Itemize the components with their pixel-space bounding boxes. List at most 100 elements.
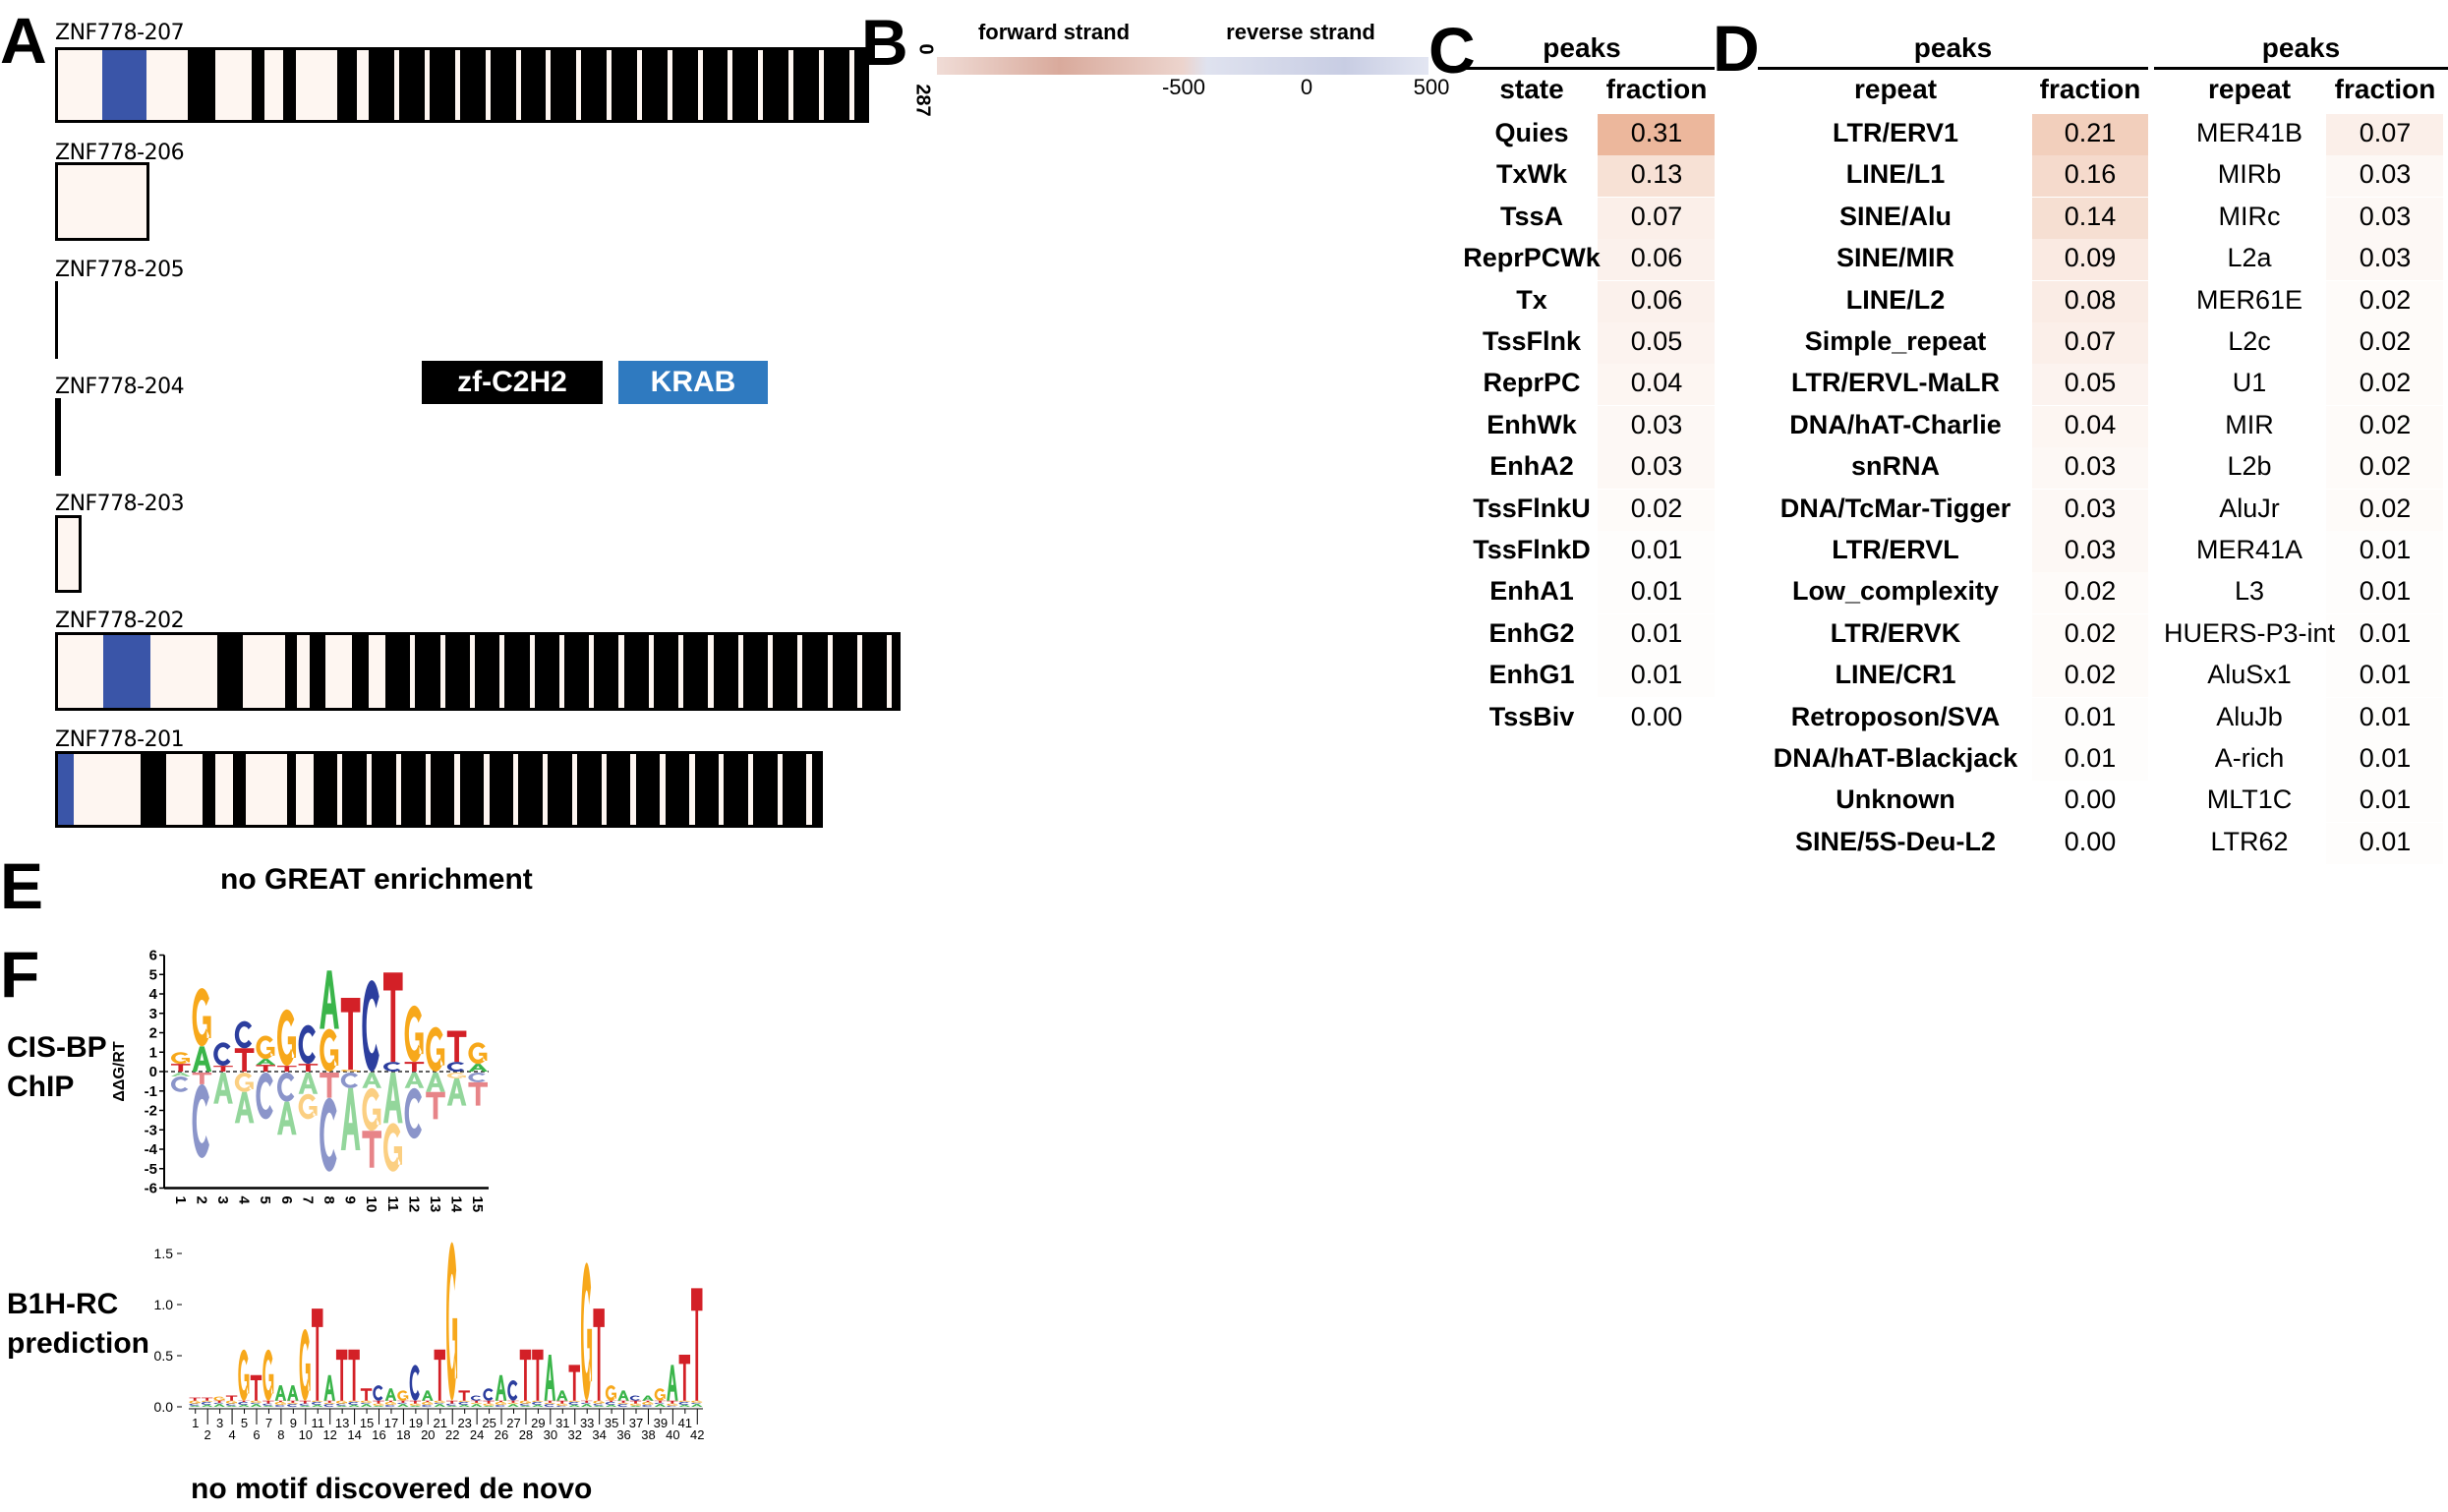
motif-letter-A <box>568 1404 580 1407</box>
header-rule <box>1758 67 2148 70</box>
motif-letter-A <box>384 1388 397 1401</box>
fraction-heat-cell <box>2032 447 2148 490</box>
motif-letter-G <box>362 1087 381 1132</box>
panel-label-e: E <box>0 849 44 922</box>
motif-letter-G <box>287 1402 299 1405</box>
x-tick-label: 10 <box>299 1427 313 1442</box>
motif-letter-A <box>470 1404 483 1407</box>
zf-c2h2-domain <box>342 754 367 825</box>
row-fraction: 0.02 <box>2359 326 2412 356</box>
motif-letter-T <box>470 1400 483 1403</box>
zf-c2h2-domain <box>671 50 698 120</box>
fraction-heat-cell <box>2032 613 2148 656</box>
row-label: HUERS-P3-int <box>2163 617 2336 648</box>
motif-letter-T <box>483 1400 495 1404</box>
motif-letter-A <box>642 1395 654 1401</box>
zf-c2h2-domain <box>504 635 530 708</box>
motif-letter-G <box>691 1400 703 1403</box>
row-label: DNA/hAT-Charlie <box>1789 409 2002 439</box>
motif-letter-T <box>312 1308 323 1401</box>
x-tick-label: 14 <box>347 1427 361 1442</box>
motif-letter-A <box>213 1073 233 1104</box>
y-tick-label: 2 <box>149 1025 157 1042</box>
motif-letter-T <box>213 1066 233 1072</box>
zf-c2h2-domain <box>853 50 866 120</box>
zf-c2h2-domain <box>892 635 898 708</box>
motif-letter-G <box>360 1400 372 1403</box>
fraction-heat-cell <box>2326 405 2443 447</box>
motif-letter-C <box>568 1402 579 1405</box>
row-fraction: 0.02 <box>1630 493 1683 523</box>
motif-letter-G <box>348 1400 360 1403</box>
zf-c2h2-domain <box>520 50 547 120</box>
motif-letter-A <box>593 1405 605 1407</box>
row-fraction: 0.05 <box>2064 368 2117 398</box>
motif-letter-G <box>422 1402 434 1405</box>
zf-c2h2-domain <box>551 50 577 120</box>
zf-c2h2-domain <box>635 754 661 825</box>
x-tick-label: 8 <box>277 1427 284 1442</box>
motif-letter-A <box>434 1404 445 1407</box>
motif-letter-C <box>434 1402 444 1405</box>
row-fraction: 0.01 <box>2359 576 2412 607</box>
y-tick-label: -4 <box>145 1141 158 1158</box>
motif-letter-T <box>201 1397 213 1401</box>
motif-letter-A <box>287 1385 299 1401</box>
motif-letter-T <box>274 1400 287 1403</box>
motif-letter-G <box>654 1388 666 1401</box>
motif-letter-A <box>189 1405 201 1407</box>
row-label: SINE/MIR <box>1836 243 1955 273</box>
row-fraction: 0.03 <box>1630 409 1683 439</box>
motif-letter-G <box>483 1403 495 1406</box>
motif-letter-G <box>568 1400 580 1403</box>
motif-letter-A <box>495 1374 507 1401</box>
zf-c2h2-domain <box>823 50 849 120</box>
y-axis-label: ΔΔG/RT <box>111 1041 128 1101</box>
fraction-heat-cell <box>1598 239 1715 281</box>
table-group-header: peaks <box>1913 32 1993 63</box>
x-tick-label: 11 <box>312 1416 325 1430</box>
zf-c2h2-domain <box>430 50 455 120</box>
fraction-heat-cell <box>2326 489 2443 531</box>
zf-c2h2-domain <box>683 635 709 708</box>
column-header: fraction <box>2039 74 2141 104</box>
motif-letter-A <box>360 1404 373 1407</box>
row-label: TssFlnk <box>1482 326 1582 356</box>
row-label: AluJr <box>2219 493 2280 523</box>
motif-letter-T <box>556 1400 568 1404</box>
motif-letter-C <box>274 1404 285 1407</box>
motif-letter-G <box>397 1390 409 1401</box>
row-label: MIRb <box>2217 159 2282 190</box>
motif-letter-T <box>192 1073 212 1084</box>
motif-letter-T <box>225 1395 238 1401</box>
fraction-heat-cell <box>2032 114 2148 155</box>
y-tick-label: 0 <box>149 1064 157 1080</box>
row-label: SINE/Alu <box>1838 201 1953 231</box>
motif-letter-G <box>340 1070 360 1072</box>
zf-c2h2-domain <box>282 50 297 120</box>
column-header: repeat <box>2207 74 2292 104</box>
y-tick-label: 1 <box>149 1044 157 1061</box>
strand-heatmap <box>937 57 1428 75</box>
motif-letter-C <box>238 1402 249 1405</box>
zf-c2h2-domain <box>665 754 690 825</box>
row-label: LINE/L1 <box>1845 159 1946 190</box>
fraction-heat-cell <box>2032 239 2148 281</box>
row-fraction: 0.02 <box>2359 451 2412 482</box>
table-group-header: peaks <box>1543 32 1621 63</box>
fraction-heat-cell <box>1598 489 1715 531</box>
zf-c2h2-domain <box>763 50 789 120</box>
row-label: EnhG1 <box>1488 660 1575 690</box>
zf-c2h2-domain <box>310 635 325 708</box>
zf-c2h2-domain <box>336 50 358 120</box>
motif-letter-T <box>544 1400 556 1403</box>
x-tick-label: 15 <box>469 1196 486 1213</box>
motif-letter-T <box>468 1081 488 1106</box>
x-tick-label: 13 <box>335 1416 349 1430</box>
row-fraction: 0.01 <box>1630 617 1683 648</box>
row-fraction: 0.07 <box>2359 118 2412 147</box>
row-fraction: 0.06 <box>1630 243 1683 273</box>
motif-letter-T <box>446 1400 458 1404</box>
tick-label: 500 <box>1413 75 1450 99</box>
